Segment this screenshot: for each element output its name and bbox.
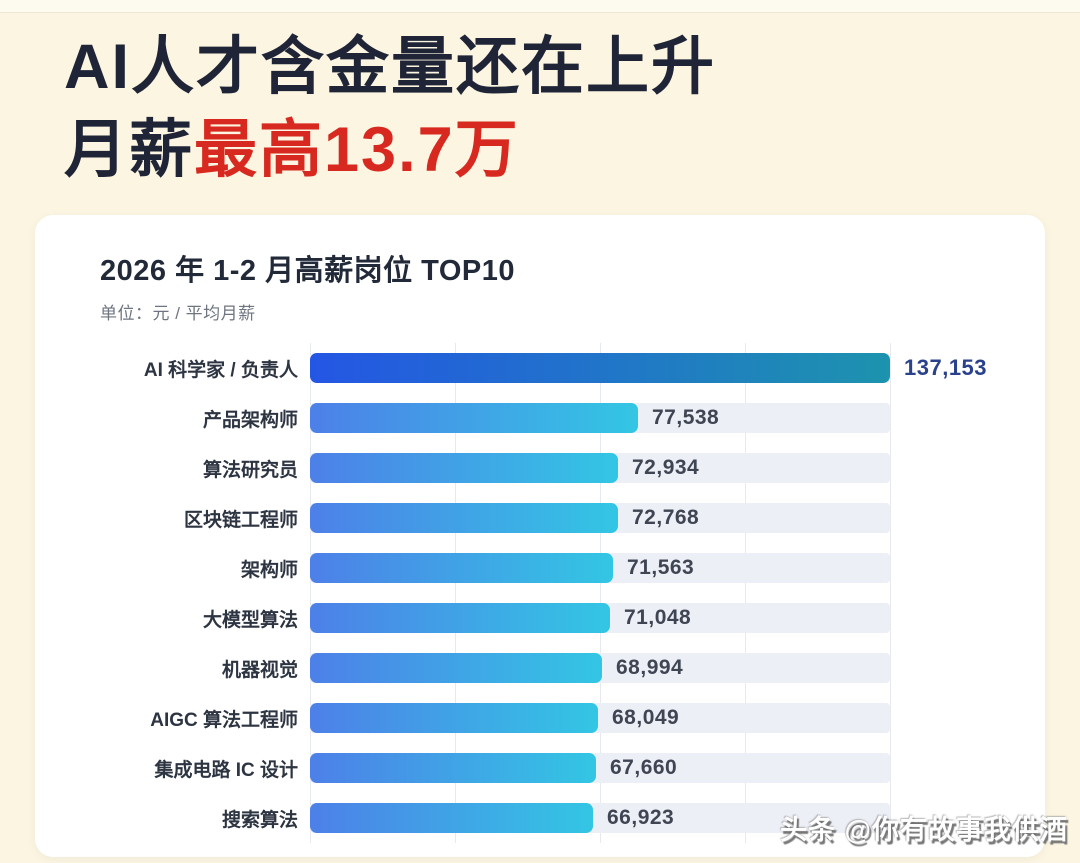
top-strip <box>0 0 1080 13</box>
chart-unit-label: 单位：元 / 平均月薪 <box>100 304 256 323</box>
chart-title: 2026 年 1-2 月高薪岗位 TOP10 <box>100 255 516 287</box>
bar-area: 68,049 <box>310 703 1045 733</box>
category-label: 区块链工程师 <box>183 509 298 531</box>
value-label: 72,768 <box>632 506 700 529</box>
category-label: AIGC 算法工程师 <box>150 709 298 731</box>
value-label: 137,153 <box>904 355 988 380</box>
category-label: 机器视觉 <box>221 659 298 681</box>
gridline <box>455 343 456 843</box>
value-label: 71,048 <box>624 606 692 629</box>
bar-area: 137,153 <box>310 353 1045 383</box>
bar-row: 集成电路 IC 设计 67,660 <box>35 743 1045 793</box>
salary-bar <box>310 453 618 483</box>
value-label: 77,538 <box>652 406 720 429</box>
chart-card: 2026 年 1-2 月高薪岗位 TOP10 单位：元 / 平均月薪 AI 科学… <box>35 215 1045 857</box>
salary-bar <box>310 703 598 733</box>
bar-area: 77,538 <box>310 403 1045 433</box>
headline-line2: 月薪最高13.7万 <box>64 109 1024 192</box>
bar-row: 机器视觉 68,994 <box>35 643 1045 693</box>
salary-bar <box>310 603 610 633</box>
bar-row: 产品架构师 77,538 <box>35 393 1045 443</box>
headline-highlight: 最高13.7万 <box>194 115 520 186</box>
value-label: 67,660 <box>610 756 678 779</box>
headline-line1: AI人才含金量还在上升 <box>64 32 716 102</box>
bar-area: 71,048 <box>310 603 1045 633</box>
salary-bar <box>310 503 618 533</box>
category-label: 算法研究员 <box>202 459 298 481</box>
salary-bar <box>310 353 890 383</box>
salary-bar <box>310 553 613 583</box>
bar-area: 67,660 <box>310 753 1045 783</box>
category-label: 搜索算法 <box>221 809 298 831</box>
bar-row: 区块链工程师 72,768 <box>35 493 1045 543</box>
bar-area: 68,994 <box>310 653 1045 683</box>
bar-row: AIGC 算法工程师 68,049 <box>35 693 1045 743</box>
bar-chart: AI 科学家 / 负责人 137,153 产品架构师 77,538 算法研究员 … <box>35 343 1045 843</box>
value-label: 68,994 <box>616 656 684 679</box>
value-label: 71,563 <box>627 556 695 579</box>
category-label: AI 科学家 / 负责人 <box>143 359 298 381</box>
watermark: 头条 @你有故事我供酒 <box>780 815 1068 845</box>
bar-row: AI 科学家 / 负责人 137,153 <box>35 343 1045 393</box>
category-label: 大模型算法 <box>202 609 298 631</box>
category-label: 架构师 <box>240 559 298 581</box>
salary-bar <box>310 403 638 433</box>
bar-row: 大模型算法 71,048 <box>35 593 1045 643</box>
gridline <box>600 343 601 843</box>
headline-line2-prefix: 月薪 <box>64 115 194 186</box>
gridline <box>745 343 746 843</box>
salary-bar <box>310 753 596 783</box>
bar-row: 架构师 71,563 <box>35 543 1045 593</box>
salary-bar <box>310 653 602 683</box>
bar-row: 算法研究员 72,934 <box>35 443 1045 493</box>
salary-bar <box>310 803 593 833</box>
gridline <box>890 343 891 843</box>
bar-area: 72,768 <box>310 503 1045 533</box>
category-label: 产品架构师 <box>202 409 298 431</box>
value-label: 66,923 <box>607 806 675 829</box>
value-label: 72,934 <box>632 456 700 479</box>
bar-area: 66,923 <box>310 803 1045 833</box>
gridline <box>310 343 311 843</box>
bar-area: 72,934 <box>310 453 1045 483</box>
bar-row: 搜索算法 66,923 <box>35 793 1045 843</box>
bar-area: 71,563 <box>310 553 1045 583</box>
page-title: AI人才含金量还在上升 月薪最高13.7万 <box>64 26 1024 192</box>
value-label: 68,049 <box>612 706 680 729</box>
category-label: 集成电路 IC 设计 <box>154 759 298 781</box>
